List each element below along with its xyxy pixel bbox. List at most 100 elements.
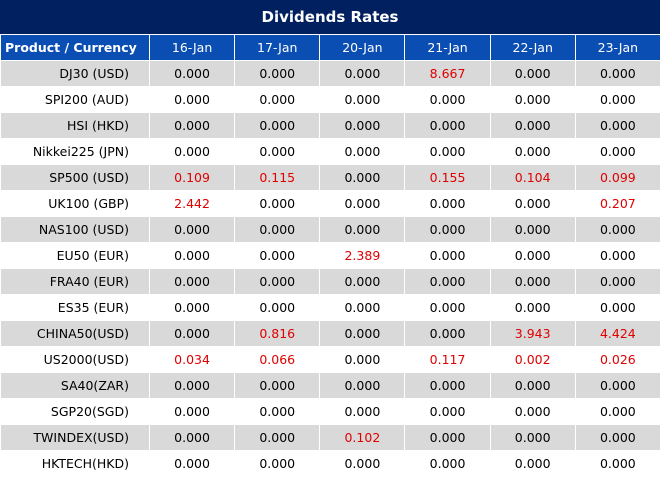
rate-cell: 0.000 xyxy=(148,85,236,113)
rate-cell: 0.000 xyxy=(574,111,660,139)
table-row: ES35 (EUR) 0.000 0.000 0.000 0.000 0.000 0.000 xyxy=(0,293,660,321)
rate-cell: 0.000 xyxy=(234,267,321,295)
product-cell: SA40(ZAR) xyxy=(0,371,150,399)
table-row: SA40(ZAR) 0.000 0.000 0.000 0.000 0.000 0.000 xyxy=(0,371,660,399)
rate-cell: 0.000 xyxy=(234,137,321,165)
table-row: UK100 (GBP) 2.442 0.000 0.000 0.000 0.000 0.20… xyxy=(0,189,660,217)
rate-cell: 0.000 xyxy=(234,241,321,269)
rate-cell: 0.000 xyxy=(234,371,321,399)
product-cell: CHINA50(USD) xyxy=(0,319,150,347)
rate-cell: 0.000 xyxy=(148,241,236,269)
product-cell: TWINDEX(USD) xyxy=(0,423,150,451)
rate-cell: 0.000 xyxy=(319,85,406,113)
rate-cell: 0.000 xyxy=(234,215,321,243)
rate-cell: 0.000 xyxy=(489,293,576,321)
product-cell: UK100 (GBP) xyxy=(0,189,150,217)
rate-cell: 0.000 xyxy=(234,397,321,425)
rate-cell: 0.034 xyxy=(148,345,236,373)
rate-cell: 0.000 xyxy=(404,397,491,425)
rate-cell: 0.000 xyxy=(404,189,491,217)
rate-cell: 0.115 xyxy=(234,163,321,191)
rate-cell: 0.000 xyxy=(319,267,406,295)
rate-cell: 0.000 xyxy=(489,397,576,425)
rate-cell: 0.000 xyxy=(574,137,660,165)
dividends-table: Product / Currency 16-Jan 17-Jan 20-Jan … xyxy=(0,35,660,477)
table-title: Dividends Rates xyxy=(0,0,660,35)
rate-cell: 0.000 xyxy=(148,267,236,295)
table-row: FRA40 (EUR) 0.000 0.000 0.000 0.000 0.000 0.00… xyxy=(0,267,660,295)
rate-cell: 0.155 xyxy=(404,163,491,191)
rate-cell: 0.000 xyxy=(404,267,491,295)
product-cell: HKTECH(HKD) xyxy=(0,449,150,477)
rate-cell: 0.000 xyxy=(489,59,576,87)
rate-cell: 0.000 xyxy=(404,423,491,451)
rate-cell: 0.000 xyxy=(574,215,660,243)
rate-cell: 0.000 xyxy=(148,371,236,399)
table-body: DJ30 (USD) 0.000 0.000 0.000 8.667 0.000 0.000… xyxy=(0,59,660,477)
rate-cell: 0.000 xyxy=(234,423,321,451)
table-row: SP500 (USD) 0.109 0.115 0.000 0.155 0.104 0.09… xyxy=(0,163,660,191)
rate-cell: 0.000 xyxy=(148,137,236,165)
rate-cell: 4.424 xyxy=(574,319,660,347)
table-row: HKTECH(HKD) 0.000 0.000 0.000 0.000 0.000 0.00… xyxy=(0,449,660,477)
rate-cell: 0.000 xyxy=(489,449,576,477)
rate-cell: 0.000 xyxy=(489,137,576,165)
rate-cell: 0.207 xyxy=(574,189,660,217)
rate-cell: 0.026 xyxy=(574,345,660,373)
rate-cell: 0.000 xyxy=(489,215,576,243)
rate-cell: 0.000 xyxy=(404,85,491,113)
rate-cell: 0.000 xyxy=(404,371,491,399)
rate-cell: 2.389 xyxy=(319,241,406,269)
product-cell: US2000(USD) xyxy=(0,345,150,373)
rate-cell: 0.000 xyxy=(319,163,406,191)
rate-cell: 0.000 xyxy=(148,293,236,321)
rate-cell: 0.066 xyxy=(234,345,321,373)
rate-cell: 0.000 xyxy=(319,293,406,321)
rate-cell: 0.002 xyxy=(489,345,576,373)
product-cell: DJ30 (USD) xyxy=(0,59,150,87)
rate-cell: 0.000 xyxy=(489,423,576,451)
column-header-date: 17-Jan xyxy=(234,35,321,61)
column-header-date: 16-Jan xyxy=(148,35,236,61)
product-cell: SPI200 (AUD) xyxy=(0,85,150,113)
header-row: Product / Currency 16-Jan 17-Jan 20-Jan … xyxy=(0,35,660,61)
rate-cell: 0.117 xyxy=(404,345,491,373)
rate-cell: 0.000 xyxy=(234,85,321,113)
rate-cell: 0.000 xyxy=(319,397,406,425)
rate-cell: 0.000 xyxy=(148,397,236,425)
product-cell: NAS100 (USD) xyxy=(0,215,150,243)
table-row: EU50 (EUR) 0.000 0.000 2.389 0.000 0.000 0.000 xyxy=(0,241,660,269)
rate-cell: 0.000 xyxy=(404,111,491,139)
rate-cell: 0.000 xyxy=(148,449,236,477)
rate-cell: 2.442 xyxy=(148,189,236,217)
rate-cell: 0.000 xyxy=(489,189,576,217)
rate-cell: 0.000 xyxy=(574,85,660,113)
rate-cell: 0.000 xyxy=(319,137,406,165)
rate-cell: 0.000 xyxy=(319,215,406,243)
table-row: HSI (HKD) 0.000 0.000 0.000 0.000 0.000 0.000 xyxy=(0,111,660,139)
table-row: NAS100 (USD) 0.000 0.000 0.000 0.000 0.000 0.0… xyxy=(0,215,660,243)
rate-cell: 0.816 xyxy=(234,319,321,347)
product-cell: FRA40 (EUR) xyxy=(0,267,150,295)
product-cell: ES35 (EUR) xyxy=(0,293,150,321)
rate-cell: 0.102 xyxy=(319,423,406,451)
rate-cell: 0.000 xyxy=(404,215,491,243)
rate-cell: 0.000 xyxy=(404,137,491,165)
column-header-date: 20-Jan xyxy=(319,35,406,61)
rate-cell: 0.109 xyxy=(148,163,236,191)
rate-cell: 0.000 xyxy=(404,293,491,321)
rate-cell: 0.000 xyxy=(148,111,236,139)
table-row: US2000(USD) 0.034 0.066 0.000 0.117 0.002 0.02… xyxy=(0,345,660,373)
rate-cell: 0.099 xyxy=(574,163,660,191)
rate-cell: 0.000 xyxy=(489,371,576,399)
rate-cell: 0.000 xyxy=(489,267,576,295)
rate-cell: 0.000 xyxy=(404,241,491,269)
rate-cell: 0.000 xyxy=(319,59,406,87)
rate-cell: 0.000 xyxy=(574,241,660,269)
rate-cell: 0.000 xyxy=(234,189,321,217)
rate-cell: 0.000 xyxy=(489,111,576,139)
rate-cell: 0.000 xyxy=(319,345,406,373)
product-cell: HSI (HKD) xyxy=(0,111,150,139)
rate-cell: 0.000 xyxy=(319,319,406,347)
